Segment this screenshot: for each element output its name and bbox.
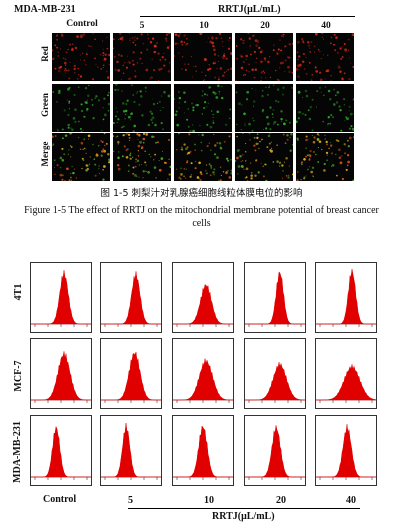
histogram-mda-mb-231-10 [172, 415, 234, 486]
row-label-4t1: 4T1 [13, 283, 24, 301]
bottom-treatment-label: RRTJ(μL/mL) [212, 511, 275, 522]
micrograph-red-4 [296, 33, 354, 81]
col-label-dose-5: 5 [139, 21, 145, 31]
histogram-mcf7-control [30, 338, 92, 409]
micrograph-red-2 [174, 33, 232, 81]
histogram-4t1-5 [100, 262, 162, 333]
bottom-col-label-dose-10: 10 [204, 495, 214, 506]
histogram-4t1-control [30, 262, 92, 333]
micrograph-green-0 [52, 84, 110, 132]
col-label-dose-20: 20 [260, 21, 270, 31]
cell-line-title: MDA-MB-231 [14, 4, 76, 15]
micrograph-green-1 [113, 84, 171, 132]
histogram-mda-mb-231-control [30, 415, 92, 486]
row-label-mda-mb-231: MDA-MB-231 [12, 421, 23, 483]
histogram-mcf7-40 [315, 338, 377, 409]
figure-caption-en-line2: cells [192, 218, 211, 229]
histogram-4t1-20 [244, 262, 306, 333]
row-label-mcf7: MCF-7 [13, 360, 24, 392]
histogram-mda-mb-231-40 [315, 415, 377, 486]
histogram-mcf7-10 [172, 338, 234, 409]
micrograph-merge-3 [235, 133, 293, 181]
figure-caption-en-line1: Figure 1-5 The effect of RRTJ on the mit… [24, 205, 379, 216]
micrograph-merge-4 [296, 133, 354, 181]
micrograph-red-0 [52, 33, 110, 81]
figure-caption-zh: 图 1-5 刺梨汁对乳腺癌细胞线粒体膜电位的影响 [100, 188, 303, 199]
micrograph-merge-1 [113, 133, 171, 181]
treatment-bracket-line [140, 16, 355, 17]
bottom-col-label-dose-20: 20 [276, 495, 286, 506]
histogram-mda-mb-231-20 [244, 415, 306, 486]
bottom-col-label-dose-5: 5 [128, 495, 133, 506]
micrograph-red-1 [113, 33, 171, 81]
micrograph-merge-0 [52, 133, 110, 181]
micrograph-green-3 [235, 84, 293, 132]
histogram-4t1-40 [315, 262, 377, 333]
micrograph-red-3 [235, 33, 293, 81]
histogram-mcf7-5 [100, 338, 162, 409]
histogram-mcf7-20 [244, 338, 306, 409]
histogram-mda-mb-231-5 [100, 415, 162, 486]
row-label-merge: Merge [40, 141, 50, 167]
micrograph-merge-2 [174, 133, 232, 181]
bottom-col-label-control: Control [43, 494, 77, 505]
bottom-treatment-bracket-line [128, 508, 360, 509]
micrograph-green-4 [296, 84, 354, 132]
bottom-col-label-dose-40: 40 [346, 495, 356, 506]
histogram-4t1-10 [172, 262, 234, 333]
col-label-dose-10: 10 [199, 21, 209, 31]
row-label-green: Green [40, 93, 50, 117]
col-label-dose-40: 40 [321, 21, 331, 31]
treatment-label: RRTJ(μL/mL) [218, 4, 281, 15]
col-label-control: Control [66, 19, 98, 29]
micrograph-green-2 [174, 84, 232, 132]
row-label-red: Red [40, 46, 50, 62]
